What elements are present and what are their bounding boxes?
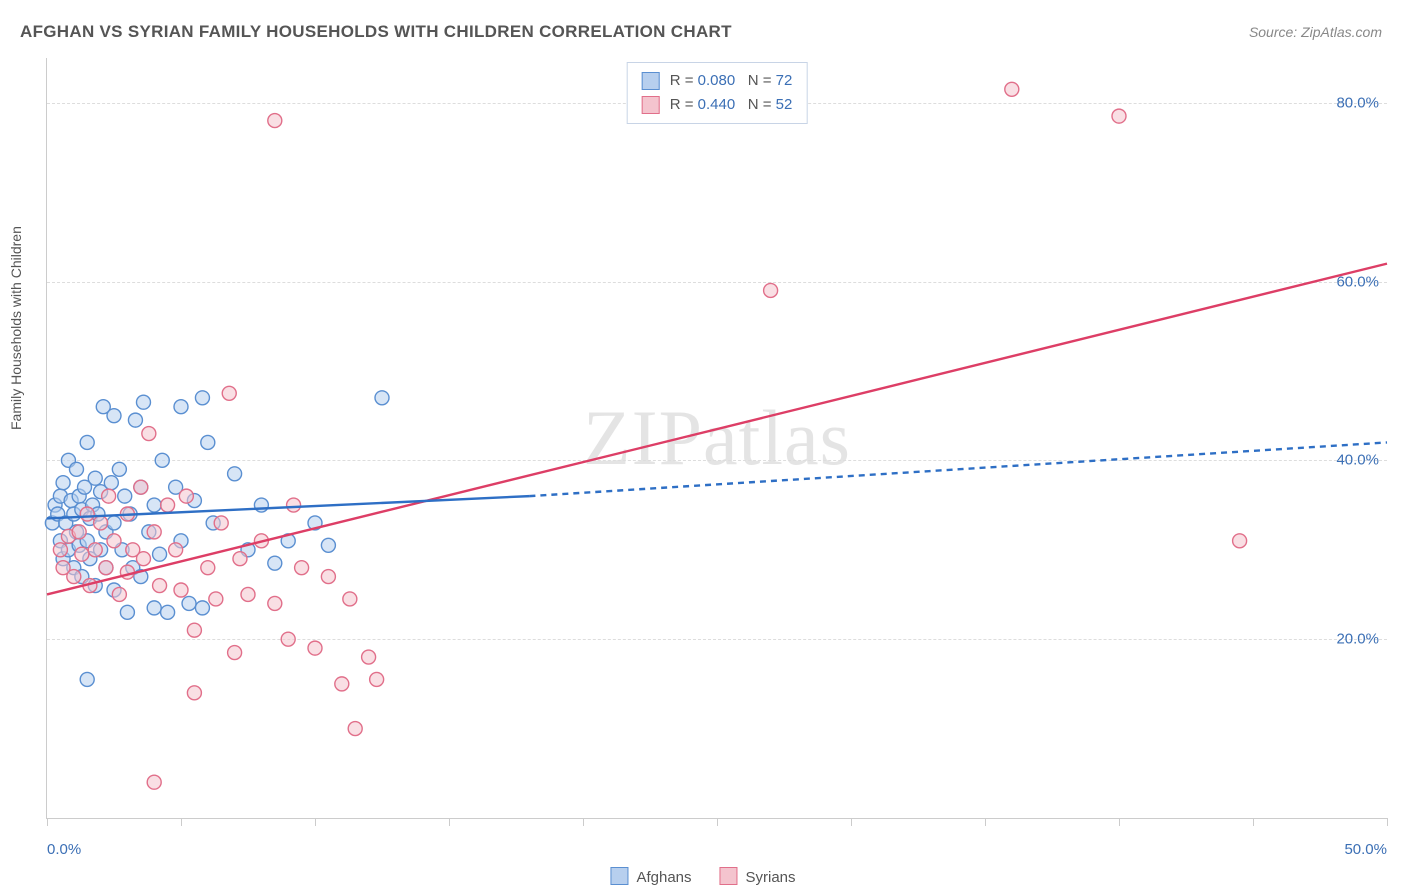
legend-item-syrians: Syrians — [720, 867, 796, 886]
y-tick-label: 60.0% — [1336, 273, 1379, 290]
afghans-label: Afghans — [636, 869, 691, 886]
x-tick — [315, 818, 316, 826]
x-tick — [47, 818, 48, 826]
y-tick-label: 40.0% — [1336, 452, 1379, 469]
legend-key-r: R = — [670, 96, 694, 113]
legend-row-afghans: R = 0.080 N = 72 — [642, 69, 793, 93]
correlation-legend: R = 0.080 N = 72 R = 0.440 N = 52 — [627, 62, 808, 124]
watermark-text: ZIPatlas — [583, 393, 851, 483]
x-axis-max-label: 50.0% — [1344, 841, 1387, 858]
afghans-swatch-icon — [610, 867, 628, 885]
gridline — [47, 639, 1387, 640]
x-tick — [1119, 818, 1120, 826]
x-tick — [1253, 818, 1254, 826]
legend-item-afghans: Afghans — [610, 867, 691, 886]
scatter-plot: ZIPatlas 20.0% 40.0% 60.0% 80.0% R = 0.080 … — [46, 58, 1387, 819]
x-tick — [583, 818, 584, 826]
afghans-r-value: 0.080 — [698, 72, 736, 89]
afghans-swatch-icon — [642, 72, 660, 90]
x-tick — [717, 818, 718, 826]
chart-title: AFGHAN VS SYRIAN FAMILY HOUSEHOLDS WITH … — [20, 22, 732, 42]
series-legend: Afghans Syrians — [610, 867, 795, 886]
y-axis-label: Family Households with Children — [8, 226, 24, 430]
x-tick — [851, 818, 852, 826]
legend-key-r: R = — [670, 72, 694, 89]
legend-key-n: N = — [748, 72, 772, 89]
chart-svg — [47, 58, 1387, 818]
syrians-swatch-icon — [720, 867, 738, 885]
x-tick — [985, 818, 986, 826]
y-tick-label: 20.0% — [1336, 631, 1379, 648]
syrians-r-value: 0.440 — [698, 96, 736, 113]
syrians-swatch-icon — [642, 96, 660, 114]
x-tick — [449, 818, 450, 826]
x-tick — [1387, 818, 1388, 826]
legend-row-syrians: R = 0.440 N = 52 — [642, 93, 793, 117]
x-tick — [181, 818, 182, 826]
afghans-n-value: 72 — [776, 72, 793, 89]
legend-key-n: N = — [748, 96, 772, 113]
gridline — [47, 460, 1387, 461]
x-axis-min-label: 0.0% — [47, 841, 81, 858]
y-tick-label: 80.0% — [1336, 94, 1379, 111]
gridline — [47, 282, 1387, 283]
syrians-n-value: 52 — [776, 96, 793, 113]
syrians-label: Syrians — [746, 869, 796, 886]
source-credit: Source: ZipAtlas.com — [1249, 24, 1382, 40]
